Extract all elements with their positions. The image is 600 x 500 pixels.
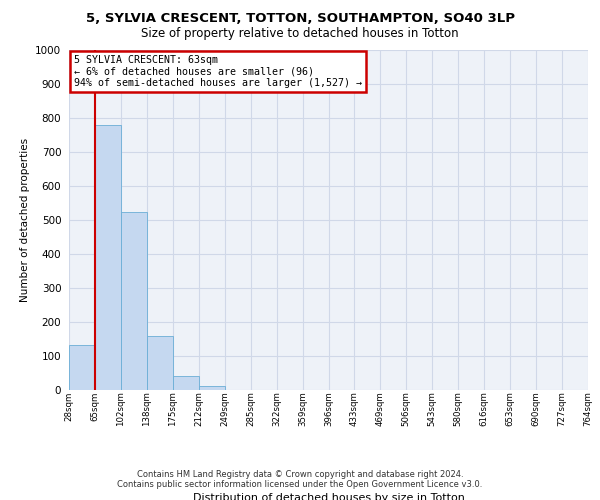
Bar (173, 376, 199, 390)
Text: 5 SYLVIA CRESCENT: 63sqm
← 6% of detached houses are smaller (96)
94% of semi-de: 5 SYLVIA CRESCENT: 63sqm ← 6% of detache… (74, 55, 362, 88)
X-axis label: Distribution of detached houses by size in Totton: Distribution of detached houses by size … (193, 493, 464, 500)
Bar (147, 336, 173, 390)
Bar (69, 345, 95, 390)
Y-axis label: Number of detached properties: Number of detached properties (20, 138, 29, 302)
Text: 5, SYLVIA CRESCENT, TOTTON, SOUTHAMPTON, SO40 3LP: 5, SYLVIA CRESCENT, TOTTON, SOUTHAMPTON,… (86, 12, 515, 26)
Bar (199, 386, 224, 390)
Text: Contains public sector information licensed under the Open Government Licence v3: Contains public sector information licen… (118, 480, 482, 489)
Bar (121, 212, 147, 390)
Text: Contains HM Land Registry data © Crown copyright and database right 2024.: Contains HM Land Registry data © Crown c… (137, 470, 463, 479)
Text: Size of property relative to detached houses in Totton: Size of property relative to detached ho… (141, 28, 459, 40)
Bar (95, 126, 121, 390)
